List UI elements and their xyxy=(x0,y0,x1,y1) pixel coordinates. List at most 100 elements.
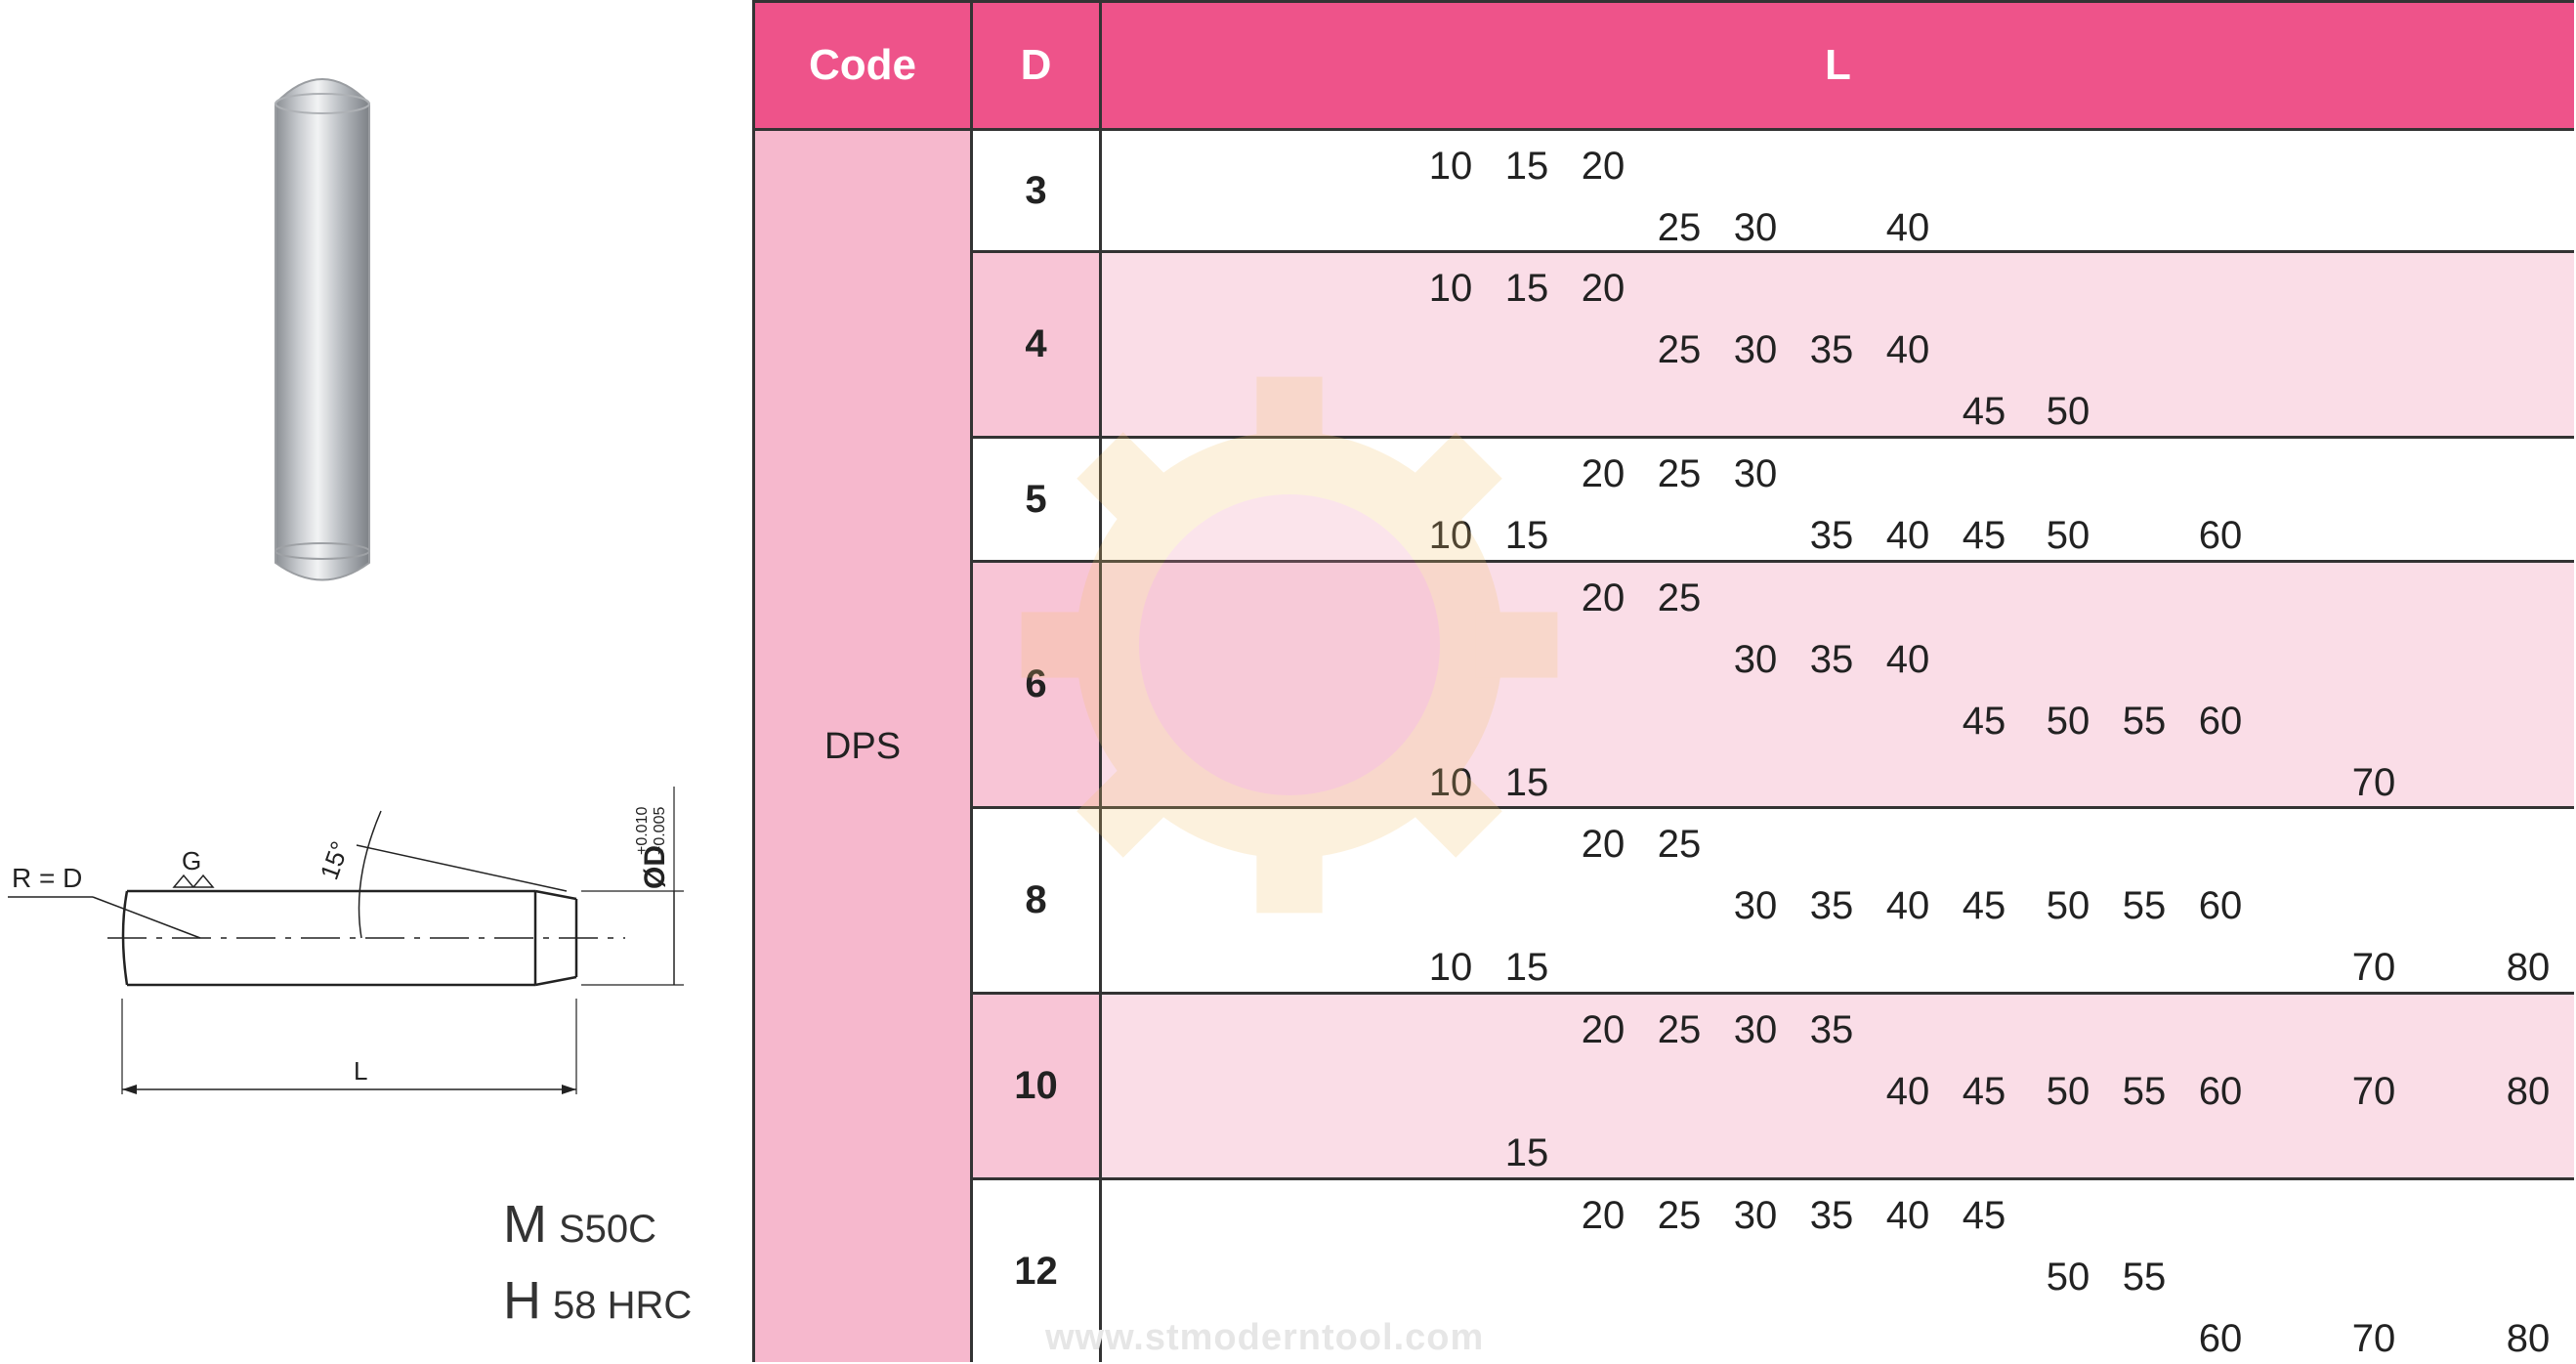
radius-label: R = D xyxy=(12,863,82,893)
length-value: 20 xyxy=(1581,823,1626,866)
length-value: 60 xyxy=(2198,1317,2243,1360)
angle-label: 15° xyxy=(315,837,356,883)
length-value: 80 xyxy=(2506,1317,2551,1360)
length-value: 60 xyxy=(2198,514,2243,557)
length-value: 50 xyxy=(2046,514,2090,557)
product-code-cell: DPS xyxy=(755,128,973,1362)
length-value: 50 xyxy=(2046,700,2090,743)
dowel-pin-size-table: Code D L DPS 3 10 15 20 25 30 40 4 10 15 20 25 30 35 4… xyxy=(752,0,2574,1362)
length-value: 50 xyxy=(2046,884,2090,927)
length-value: 30 xyxy=(1733,206,1778,249)
length-value: 55 xyxy=(2122,1070,2167,1113)
hardness-value: 58 HRC xyxy=(553,1284,693,1327)
hardness-letter: H xyxy=(503,1271,541,1330)
length-values-cell: 20 25 30 35 40 45 50 55 60 70 80 xyxy=(1102,1180,2574,1362)
length-value: 55 xyxy=(2122,884,2167,927)
diameter-cell: 12 xyxy=(973,1180,1102,1362)
grind-label: G xyxy=(182,846,201,875)
length-value: 60 xyxy=(2198,1070,2243,1113)
length-value: 25 xyxy=(1657,206,1702,249)
header-diameter: D xyxy=(973,3,1102,128)
material-spec: M S50C xyxy=(503,1194,656,1255)
length-value: 35 xyxy=(1809,1194,1854,1237)
table-row: 4 10 15 20 25 30 35 40 45 50 xyxy=(973,250,2574,436)
table-row: 10202530354045505560708015100 xyxy=(973,992,2574,1177)
length-value: 45 xyxy=(1962,700,2006,743)
length-value: 20 xyxy=(1581,1194,1626,1237)
length-values-cell: 20253035404550556010157080100 xyxy=(1102,809,2574,992)
length-value: 30 xyxy=(1733,1008,1778,1051)
length-values-cell: 10 15 20 25 30 40 xyxy=(1102,131,2574,250)
left-panel: R = D G 15° ØD +0.010 +0.005 L M S50C H 58… xyxy=(0,0,752,1364)
table-row: 12 20 25 30 35 40 45 50 55 60 70 80 xyxy=(973,1177,2574,1362)
length-value: 30 xyxy=(1733,1194,1778,1237)
length-value: 25 xyxy=(1657,576,1702,619)
length-value: 30 xyxy=(1733,884,1778,927)
diameter-cell: 4 xyxy=(973,253,1102,436)
length-value: 40 xyxy=(1885,638,1930,681)
length-value: 10 xyxy=(1428,946,1473,989)
diameter-cell: 10 xyxy=(973,995,1102,1177)
table-row: 820253035404550556010157080100 xyxy=(973,806,2574,992)
tolerance-upper: +0.010 xyxy=(634,807,651,855)
length-value: 70 xyxy=(2351,946,2396,989)
length-value: 40 xyxy=(1885,328,1930,371)
length-value: 80 xyxy=(2506,946,2551,989)
length-value: 10 xyxy=(1428,145,1473,188)
tolerance-lower: +0.005 xyxy=(652,807,668,855)
length-value: 25 xyxy=(1657,1194,1702,1237)
length-value: 80 xyxy=(2506,1070,2551,1113)
length-value: 20 xyxy=(1581,1008,1626,1051)
diameter-cell: 5 xyxy=(973,439,1102,560)
length-value: 30 xyxy=(1733,328,1778,371)
length-value: 15 xyxy=(1504,761,1549,804)
table-row: 5 20 25 30 10 15 35 40 45 50 60 xyxy=(973,436,2574,560)
length-value: 20 xyxy=(1581,267,1626,310)
length-values-cell: 20 25 30 35 40 45 50 55 60 10 15 70 xyxy=(1102,563,2574,806)
length-value: 45 xyxy=(1962,514,2006,557)
length-value: 15 xyxy=(1504,946,1549,989)
length-value: 10 xyxy=(1428,761,1473,804)
length-values-cell: 10 15 20 25 30 35 40 45 50 xyxy=(1102,253,2574,436)
length-value: 15 xyxy=(1504,145,1549,188)
length-value: 40 xyxy=(1885,884,1930,927)
length-value: 35 xyxy=(1809,1008,1854,1051)
header-code: Code xyxy=(755,3,973,128)
length-value: 45 xyxy=(1962,390,2006,433)
length-value: 50 xyxy=(2046,390,2090,433)
dowel-pin-photo xyxy=(274,78,370,581)
length-value: 20 xyxy=(1581,452,1626,495)
length-value: 30 xyxy=(1733,638,1778,681)
length-value: 40 xyxy=(1885,1070,1930,1113)
length-value: 70 xyxy=(2351,1317,2396,1360)
length-value: 25 xyxy=(1657,823,1702,866)
table-row: 3 10 15 20 25 30 40 xyxy=(973,128,2574,250)
length-value: 60 xyxy=(2198,884,2243,927)
website-watermark: www.stmoderntool.com xyxy=(1045,1317,1485,1358)
length-value: 35 xyxy=(1809,328,1854,371)
header-length: L xyxy=(1102,3,2574,128)
length-value: 20 xyxy=(1581,145,1626,188)
length-value: 25 xyxy=(1657,452,1702,495)
length-values-cell: 20 25 30 10 15 35 40 45 50 60 xyxy=(1102,439,2574,560)
hardness-spec: H 58 HRC xyxy=(503,1270,692,1331)
length-value: 50 xyxy=(2046,1256,2090,1299)
length-value: 45 xyxy=(1962,1194,2006,1237)
length-value: 20 xyxy=(1581,576,1626,619)
length-value: 55 xyxy=(2122,700,2167,743)
length-value: 60 xyxy=(2198,700,2243,743)
table-row: 6 20 25 30 35 40 45 50 55 60 10 15 70 xyxy=(973,560,2574,806)
length-value: 45 xyxy=(1962,884,2006,927)
length-value: 30 xyxy=(1733,452,1778,495)
length-value: 45 xyxy=(1962,1070,2006,1113)
length-value: 40 xyxy=(1885,514,1930,557)
length-value: 15 xyxy=(1504,514,1549,557)
diameter-cell: 3 xyxy=(973,131,1102,250)
diameter-label: ØD xyxy=(639,845,671,889)
length-value: 10 xyxy=(1428,514,1473,557)
length-value: 55 xyxy=(2122,1256,2167,1299)
length-value: 70 xyxy=(2351,761,2396,804)
length-value: 10 xyxy=(1428,267,1473,310)
length-value: 40 xyxy=(1885,1194,1930,1237)
dowel-pin-technical-drawing: R = D G 15° ØD +0.010 +0.005 L xyxy=(8,787,684,1094)
